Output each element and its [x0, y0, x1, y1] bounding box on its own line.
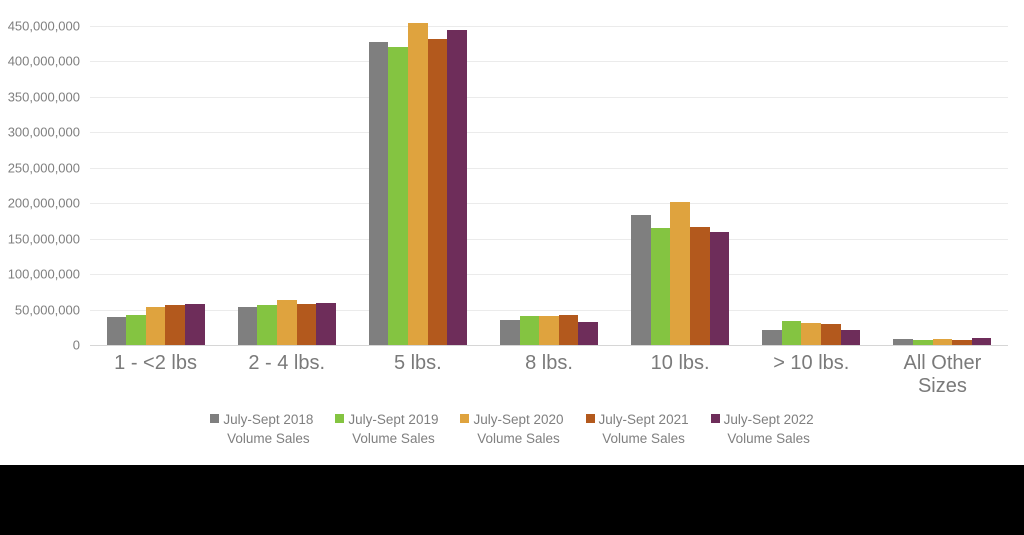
bar: [801, 323, 822, 345]
bar: [184, 303, 205, 345]
y-tick-label: 350,000,000: [7, 89, 80, 105]
bar: [427, 38, 448, 345]
legend-entry: July-Sept 2022 Volume Sales: [710, 410, 814, 448]
bar: [539, 315, 559, 345]
bar: [519, 315, 540, 345]
bar: [388, 47, 409, 345]
bar: [237, 307, 258, 345]
legend-entry: July-Sept 2020 Volume Sales: [460, 410, 564, 448]
bar: [821, 323, 841, 345]
gridline: [90, 167, 1008, 169]
bar: [631, 214, 651, 345]
bar-group: [631, 26, 730, 345]
bar: [500, 320, 520, 345]
bar: [670, 201, 690, 345]
legend-label: July-Sept 2020 Volume Sales: [473, 412, 564, 447]
y-tick-label: 200,000,000: [7, 195, 80, 211]
legend-entry: July-Sept 2018 Volume Sales: [210, 410, 313, 448]
legend-swatch-icon: [585, 414, 595, 423]
legend-label: July-Sept 2018 Volume Sales: [223, 412, 314, 447]
bar: [893, 339, 914, 345]
bar: [296, 303, 317, 345]
bar-group: [762, 26, 861, 345]
gridline: [90, 309, 1008, 311]
legend-swatch-icon: [710, 414, 720, 423]
x-category-label: 10 lbs.: [650, 352, 710, 374]
bar: [368, 41, 389, 345]
y-tick-label: 450,000,000: [7, 18, 80, 34]
bar-group: [106, 26, 205, 345]
bar: [952, 340, 972, 345]
bar-group: [500, 26, 598, 345]
bar-group: [237, 26, 336, 345]
y-tick-label: 0: [72, 337, 80, 353]
bar: [709, 231, 730, 345]
legend-label: July-Sept 2022 Volume Sales: [723, 412, 814, 447]
x-category-label: 5 lbs.: [393, 352, 442, 374]
gridline: [90, 26, 1008, 27]
bar: [145, 306, 166, 345]
bar: [316, 302, 336, 345]
legend-entry: July-Sept 2021 Volume Sales: [585, 410, 689, 448]
x-category-label: 2 - 4 lbs.: [248, 352, 326, 374]
legend-label: July-Sept 2019 Volume Sales: [348, 412, 439, 447]
bar: [578, 321, 598, 345]
bar: [762, 330, 782, 345]
gridline: [90, 61, 1008, 63]
gridline: [90, 345, 1008, 346]
y-tick-label: 300,000,000: [7, 124, 80, 140]
gridline: [90, 132, 1008, 134]
gridline: [90, 203, 1008, 205]
black-band: [0, 465, 1024, 535]
legend-label: July-Sept 2021 Volume Sales: [598, 412, 689, 447]
y-tick-label: 150,000,000: [7, 231, 80, 247]
x-category-label: 8 lbs.: [525, 352, 573, 374]
bar: [840, 330, 861, 345]
bar-group: [368, 22, 467, 345]
bar: [689, 227, 710, 345]
gridline: [90, 274, 1008, 276]
legend: July-Sept 2018 Volume Sales July-Sept 201…: [0, 410, 1024, 448]
x-category-label: All Other Sizes: [903, 352, 982, 397]
bar: [165, 305, 185, 345]
bar: [408, 22, 428, 345]
x-category-label: > 10 lbs.: [773, 352, 850, 374]
bar-groups: [90, 22, 1008, 345]
legend-entry: July-Sept 2019 Volume Sales: [335, 410, 438, 448]
gridline: [90, 238, 1008, 240]
y-tick-label: 50,000,000: [14, 302, 80, 318]
x-category-label: 1 - <2 lbs: [114, 352, 197, 374]
bar: [558, 314, 579, 345]
legend-swatch-icon: [210, 414, 220, 423]
bar: [126, 314, 146, 345]
bar: [447, 29, 467, 345]
y-tick-label: 100,000,000: [7, 266, 80, 282]
bar: [106, 316, 127, 345]
x-axis: 1 - <2 lbs 2 - 4 lbs. 5 lbs. 8 lbs. 10 lbs. >…: [90, 352, 1008, 398]
bar: [781, 320, 802, 345]
bar: [257, 305, 277, 345]
y-tick-label: 400,000,000: [7, 53, 80, 69]
bar: [971, 337, 992, 345]
y-axis: 450,000,000 400,000,000 350,000,000 300,000…: [0, 19, 82, 353]
bar: [932, 338, 953, 345]
plot-area: [90, 22, 1008, 346]
legend-swatch-icon: [335, 414, 345, 423]
bar: [913, 340, 933, 345]
gridline: [90, 96, 1008, 98]
bar: [276, 300, 297, 345]
y-tick-label: 250,000,000: [7, 160, 80, 176]
bar: [650, 228, 671, 345]
bar-group: [893, 26, 992, 345]
legend-swatch-icon: [460, 414, 470, 423]
